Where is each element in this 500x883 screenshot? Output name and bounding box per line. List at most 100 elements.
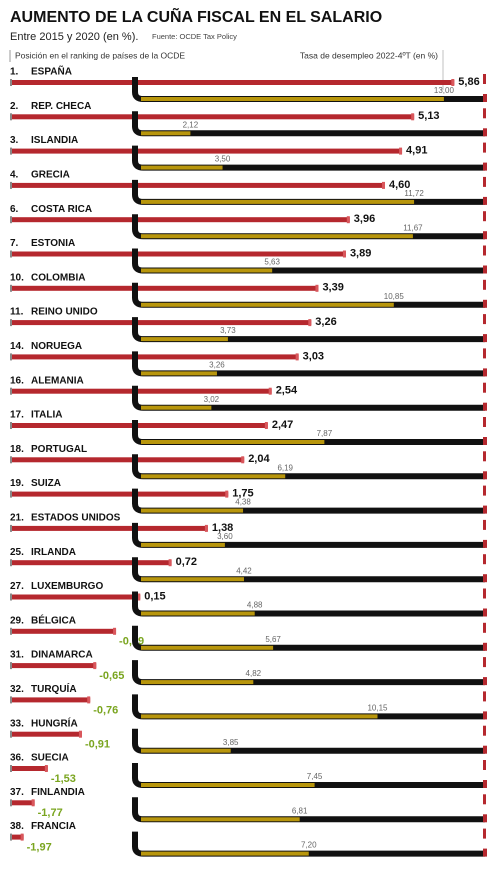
unemployment-bar: [141, 371, 217, 376]
chart-title: AUMENTO DE LA CUÑA FISCAL EN EL SALARIO: [10, 6, 382, 26]
tax-label: 2,47: [272, 419, 293, 431]
tax-label: 0,72: [176, 556, 197, 568]
unemployment-label: 2,12: [183, 120, 199, 129]
bar-tip: [204, 524, 208, 532]
unemployment-bar: [141, 645, 274, 650]
bar-cap: [10, 456, 12, 464]
track-tip: [483, 711, 487, 720]
track-tip: [483, 348, 486, 359]
track-tip: [483, 142, 486, 153]
track-tip: [483, 162, 487, 171]
tax-bar: [10, 148, 403, 154]
unemployment-bar: [141, 817, 300, 822]
tax-bar: [10, 594, 141, 600]
track-tip: [483, 794, 486, 805]
rank: 4.: [10, 170, 19, 181]
unemployment-label: 4,38: [235, 498, 251, 507]
tax-bar: [10, 525, 208, 531]
bar-cap: [10, 113, 12, 121]
bar-tip: [308, 319, 312, 327]
rank: 11.: [10, 307, 24, 318]
tax-bar: [10, 800, 35, 806]
rank: 19.: [10, 478, 24, 489]
tax-label: -0,76: [93, 704, 118, 716]
country: ALEMANIA: [31, 375, 84, 386]
unemployment-label: 4,88: [247, 601, 263, 610]
country: ESPAÑA: [31, 65, 72, 78]
rank: 16.: [10, 375, 24, 386]
unemployment-bar: [141, 405, 212, 410]
unemployment-bar: [141, 714, 378, 719]
bar-tip: [411, 113, 415, 121]
unemployment-label: 4,82: [246, 669, 262, 678]
track-tip: [483, 485, 486, 496]
track-tip: [483, 94, 487, 102]
tax-label: 1,75: [232, 488, 253, 500]
bar-tip: [168, 559, 172, 567]
bar-tip: [346, 216, 350, 224]
tax-label: 5,13: [418, 110, 439, 122]
bar-tip: [225, 490, 229, 498]
country: ESTADOS UNIDOS: [31, 513, 121, 524]
tax-bar: [10, 354, 299, 360]
bar-cap: [10, 387, 12, 395]
country: ISLANDIA: [31, 135, 78, 146]
track: [132, 660, 485, 686]
bar-tip: [20, 833, 24, 841]
track-tip: [483, 417, 486, 427]
bar-cap: [10, 79, 12, 86]
unemployment-bar: [141, 542, 225, 547]
track-tip: [483, 519, 486, 530]
unemployment-label: 4,42: [236, 566, 252, 575]
rank: 1.: [10, 67, 19, 78]
tax-bar: [10, 663, 97, 669]
unemployment-label: 6,81: [292, 806, 308, 815]
bar-cap: [10, 181, 12, 189]
bar-cap: [10, 422, 12, 429]
country: TURQUÍA: [31, 682, 77, 695]
country: LUXEMBURGO: [31, 581, 103, 592]
track-tip: [483, 334, 487, 343]
rank: 38.: [10, 821, 24, 832]
country: NORUEGA: [31, 341, 82, 352]
country: BÉLGICA: [31, 613, 76, 626]
rank: 10.: [10, 272, 24, 283]
track: [132, 728, 485, 754]
rank: 33.: [10, 718, 24, 729]
tax-label: 3,26: [315, 316, 336, 328]
unemployment-label: 7,87: [317, 429, 333, 438]
unemployment-bar: [141, 268, 273, 273]
unemployment-label: 3,73: [220, 326, 236, 335]
track-tip: [483, 745, 487, 754]
track-tip: [483, 814, 487, 823]
tax-bar: [10, 251, 346, 257]
unemployment-label: 3,60: [217, 532, 233, 541]
tax-bar: [10, 457, 245, 463]
bar-tip: [31, 799, 35, 807]
bar-tip: [315, 284, 319, 292]
track-tip: [483, 196, 487, 205]
rank: 21.: [10, 513, 24, 524]
bar-tip: [241, 456, 245, 464]
unemployment-label: 3,85: [223, 738, 239, 747]
unemployment-label: 7,20: [301, 841, 317, 850]
track-tip: [483, 299, 487, 308]
rank: 14.: [10, 341, 24, 352]
track-tip: [483, 622, 486, 633]
unemployment-bar: [141, 748, 231, 753]
track-tip: [483, 539, 487, 548]
country: ITALIA: [31, 410, 62, 421]
bar-cap: [10, 662, 12, 670]
bar-tip: [78, 730, 82, 738]
unemployment-bar: [141, 131, 191, 136]
rank: 27.: [10, 581, 24, 592]
unemployment-label: 13,00: [434, 86, 455, 95]
bar-cap: [10, 593, 12, 601]
unemployment-label: 6,19: [277, 463, 293, 472]
tax-label: 4,91: [406, 145, 427, 157]
bar-cap: [10, 319, 12, 327]
track-tip: [483, 608, 487, 617]
unemployment-bar: [141, 611, 255, 616]
tax-bar: [10, 80, 455, 85]
